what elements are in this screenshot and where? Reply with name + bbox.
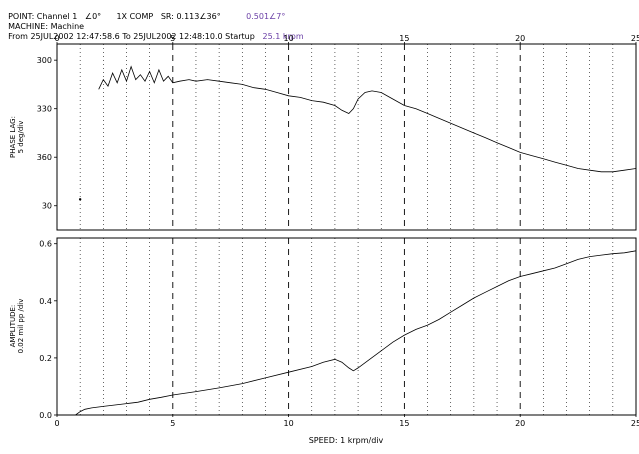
- vector-readout: 0.501∠7°: [246, 12, 286, 21]
- amplitude-x-tick-label: 20: [515, 419, 525, 428]
- header-line-1: POINT: Channel 1 ∠0° 1X COMP SR: 0.113∠3…: [3, 2, 285, 22]
- amplitude-y-tick-label: 0.6: [39, 240, 52, 249]
- machine-label: MACHINE: Machine: [8, 22, 85, 31]
- phase-x-tick-label: 10: [284, 34, 294, 43]
- phase-data-point: [78, 198, 82, 201]
- phase-y-tick-label: 30: [42, 202, 52, 211]
- amplitude-y-tick-label: 0.4: [39, 297, 52, 306]
- phase-y-tick-label: 360: [37, 153, 52, 162]
- phase-x-tick-label: 20: [515, 34, 525, 43]
- amplitude-plot-frame: [56, 237, 637, 416]
- time-range: From 25JUL2002 12:47:58.6 To 25JUL2002 1…: [8, 32, 255, 41]
- amplitude-x-tick-label: 10: [284, 419, 294, 428]
- x-axis-label: SPEED: 1 krpm/div: [309, 436, 384, 445]
- phase-trace-line: [98, 65, 637, 173]
- speed-readout: 25.1 krpm: [262, 32, 304, 41]
- amplitude-ylabel-line2: 0.02 mil pp /div: [17, 299, 25, 354]
- phase-x-tick-label: 0: [54, 34, 59, 43]
- amplitude-y-tick-label: 0.0: [39, 411, 52, 420]
- phase-x-tick-label: 15: [399, 34, 409, 43]
- phase-y-tick-label: 300: [37, 56, 52, 65]
- header-line-3: From 25JUL2002 12:47:58.6 To 25JUL2002 1…: [3, 22, 304, 42]
- header-line-2: MACHINE: Machine: [3, 12, 84, 32]
- amplitude-x-tick-label: 15: [399, 419, 409, 428]
- amplitude-panel: AMPLITUDE: 0.02 mil pp /div 0 5 10 15 20 25 0.…: [9, 237, 639, 445]
- amplitude-x-tick-label: 25: [631, 419, 639, 428]
- comp-mode: 1X COMP: [116, 12, 154, 21]
- probe-angle: ∠0°: [84, 12, 102, 21]
- amplitude-ylabel-line1: AMPLITUDE:: [9, 305, 17, 348]
- phase-ylabel-line2: 5 deg/div: [17, 121, 25, 154]
- point-label: POINT: Channel 1: [8, 12, 78, 21]
- slow-roll: SR: 0.113∠36°: [160, 12, 221, 21]
- phase-panel: PHASE LAG: 5 deg/div 0 5 10 15 20 25 300 330 360…: [9, 34, 639, 231]
- amplitude-trace-line: [75, 250, 637, 416]
- phase-plot-frame: [56, 43, 637, 231]
- phase-ylabel-line1: PHASE LAG:: [9, 116, 17, 158]
- amplitude-x-tick-label: 5: [170, 419, 175, 428]
- phase-x-tick-label: 25: [631, 34, 639, 43]
- amplitude-y-tick-label: 0.2: [39, 354, 52, 363]
- phase-x-tick-label: 5: [170, 34, 175, 43]
- amplitude-x-tick-label: 0: [54, 419, 59, 428]
- phase-y-tick-label: 330: [37, 105, 52, 114]
